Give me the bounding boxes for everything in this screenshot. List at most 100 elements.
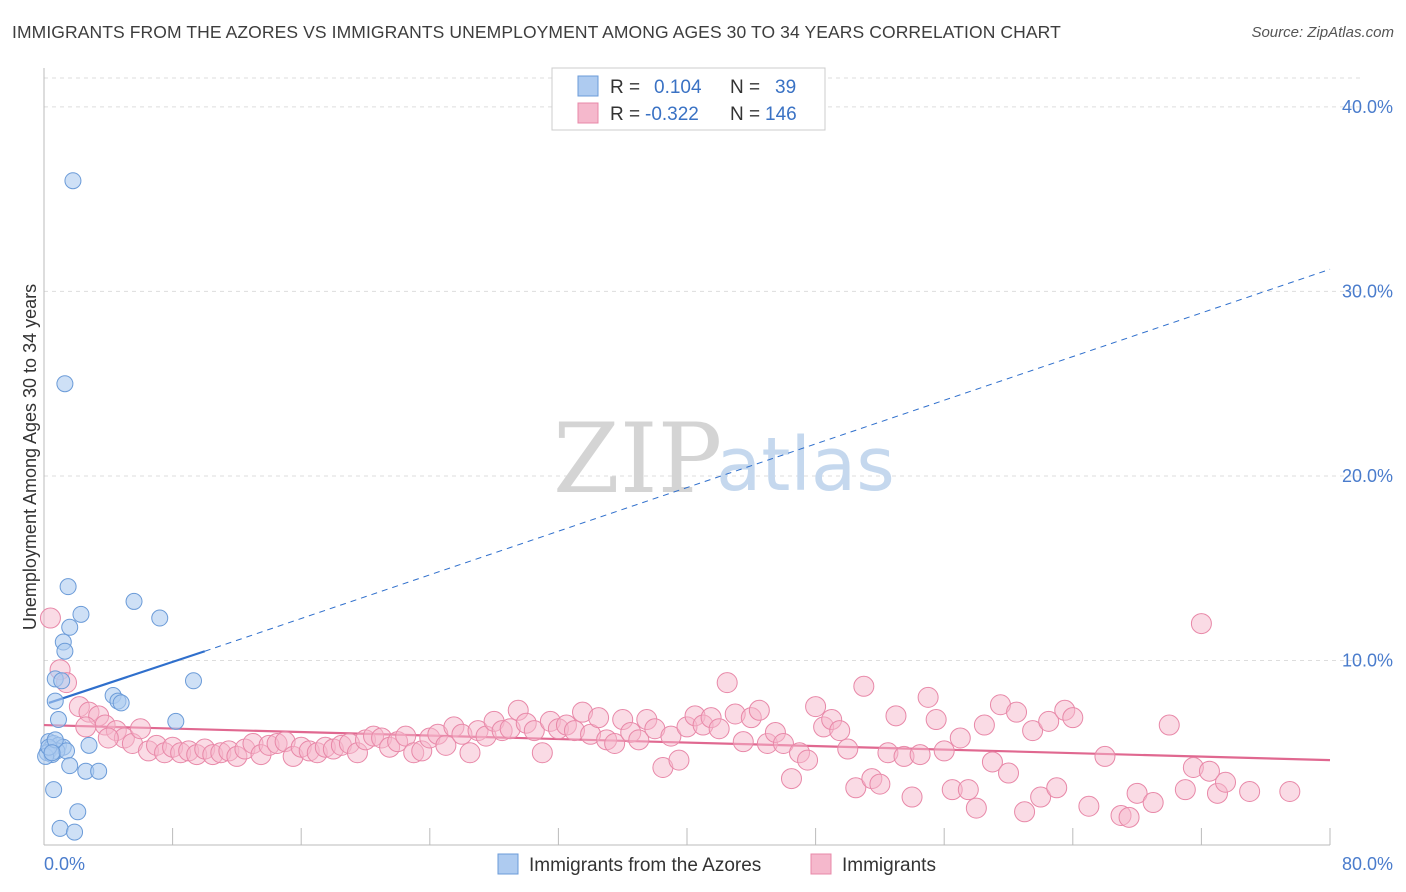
point-immigrants <box>845 777 867 799</box>
legend-swatch-blue <box>577 75 599 97</box>
point-immigrants <box>1038 710 1060 732</box>
point-immigrants <box>708 718 730 740</box>
point-immigrants <box>1046 777 1068 799</box>
watermark-atlas: atlas <box>716 422 895 508</box>
trendline-azores <box>48 650 206 704</box>
point-azores <box>61 618 79 636</box>
bottom-legend-swatch-pink <box>810 853 832 875</box>
axes <box>43 68 1331 846</box>
point-immigrants <box>780 768 802 790</box>
legend-r-value: 0.104 <box>654 77 702 98</box>
point-azores <box>53 672 71 690</box>
x-tick-labels: 0.0% 80.0% <box>44 854 1393 874</box>
point-immigrants <box>1215 771 1237 793</box>
point-immigrants <box>1126 782 1148 804</box>
point-azores <box>49 711 67 729</box>
point-immigrants <box>1158 714 1180 736</box>
y-tick-label: 20.0% <box>1342 466 1393 486</box>
legend-n-value: 39 <box>775 77 796 98</box>
point-azores <box>46 692 64 710</box>
point-immigrants <box>973 714 995 736</box>
trend-lines <box>43 268 1331 762</box>
point-immigrants <box>1239 780 1261 802</box>
point-azores <box>45 781 63 799</box>
point-azores <box>59 578 77 596</box>
point-immigrants <box>628 729 650 751</box>
point-immigrants <box>925 709 947 731</box>
point-immigrants <box>523 720 545 742</box>
point-azores <box>51 819 69 837</box>
source-label: Source: ZipAtlas.com <box>1251 24 1394 41</box>
bottom-legend-swatch-blue <box>497 853 519 875</box>
legend-r-label: R = <box>610 77 640 98</box>
point-immigrants <box>75 716 97 738</box>
correlation-legend: R = 0.104 N = 39 R = -0.322 N = 146 <box>551 67 826 131</box>
point-immigrants <box>588 707 610 729</box>
point-immigrants <box>716 672 738 694</box>
point-immigrants <box>1198 760 1220 782</box>
point-immigrants <box>917 686 939 708</box>
series-azores <box>37 172 202 841</box>
point-azores <box>66 823 84 841</box>
point-immigrants <box>1006 701 1028 723</box>
point-immigrants <box>1174 779 1196 801</box>
series-immigrants <box>39 607 1301 828</box>
point-azores <box>90 762 108 780</box>
point-azores <box>69 803 87 821</box>
point-immigrants <box>604 733 626 755</box>
point-azores <box>56 642 74 660</box>
point-immigrants <box>748 699 770 721</box>
point-azores <box>151 609 169 627</box>
y-tick-label: 30.0% <box>1342 281 1393 301</box>
x-tick-label: 0.0% <box>44 854 85 874</box>
point-azores <box>64 172 82 190</box>
point-immigrants <box>949 727 971 749</box>
point-immigrants <box>1078 795 1100 817</box>
point-immigrants <box>1094 745 1116 767</box>
point-immigrants <box>957 779 979 801</box>
trendline-immigrants <box>43 723 1331 762</box>
point-immigrants <box>660 725 682 747</box>
legend-r-value: -0.322 <box>645 104 699 125</box>
point-immigrants <box>1062 707 1084 729</box>
y-tick-label: 40.0% <box>1342 97 1393 117</box>
point-immigrants <box>965 797 987 819</box>
point-immigrants <box>805 696 827 718</box>
bottom-legend-label-azores: Immigrants from the Azores <box>529 855 761 876</box>
legend-r-label: R = <box>610 104 640 125</box>
point-immigrants <box>668 749 690 771</box>
point-immigrants <box>732 731 754 753</box>
point-immigrants <box>1118 806 1140 828</box>
point-immigrants <box>837 738 859 760</box>
point-azores <box>43 744 61 762</box>
bottom-legend-label-immigrants: Immigrants <box>842 855 936 876</box>
y-axis-label: Unemployment Among Ages 30 to 34 years <box>20 284 40 630</box>
point-immigrants <box>933 740 955 762</box>
point-azores <box>56 375 74 393</box>
point-immigrants <box>531 742 553 764</box>
point-immigrants <box>901 786 923 808</box>
point-immigrants <box>1190 613 1212 635</box>
point-immigrants <box>869 773 891 795</box>
point-immigrants <box>1014 801 1036 823</box>
point-azores <box>80 736 98 754</box>
legend-n-label: N = <box>730 77 760 98</box>
point-immigrants <box>1030 786 1052 808</box>
y-tick-label: 10.0% <box>1342 650 1393 670</box>
point-azores <box>125 592 143 610</box>
point-immigrants <box>1022 720 1044 742</box>
x-tick-label: 80.0% <box>1342 854 1393 874</box>
point-immigrants <box>853 675 875 697</box>
point-immigrants <box>772 733 794 755</box>
point-azores <box>167 712 185 730</box>
legend-swatch-pink <box>577 102 599 124</box>
point-immigrants <box>39 607 61 629</box>
point-immigrants <box>459 742 481 764</box>
point-immigrants <box>909 744 931 766</box>
point-azores <box>61 757 79 775</box>
point-azores <box>72 605 90 623</box>
point-immigrants <box>1142 792 1164 814</box>
point-immigrants <box>129 718 151 740</box>
trendline-azores <box>204 268 1331 652</box>
